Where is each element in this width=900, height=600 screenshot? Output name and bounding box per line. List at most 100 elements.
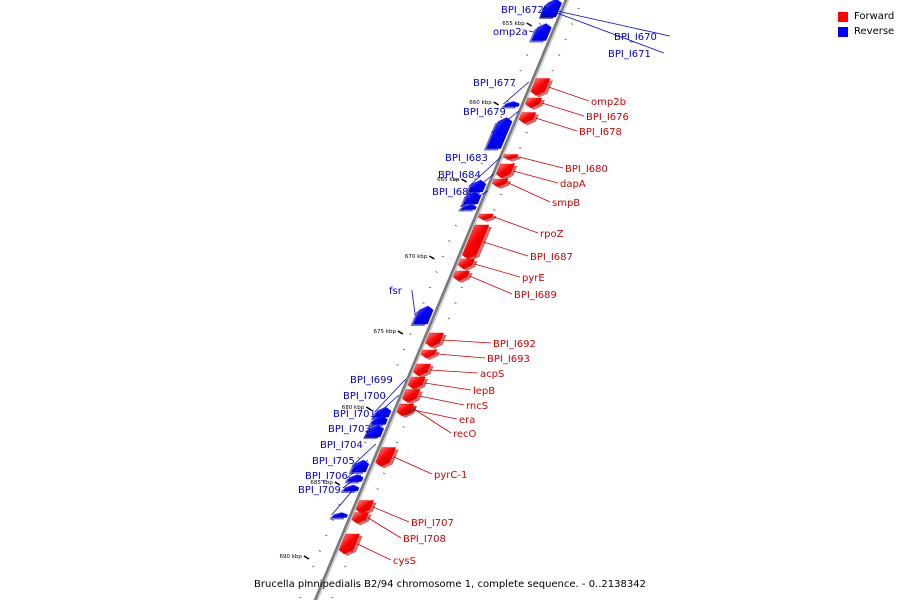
legend-reverse-label: Reverse bbox=[854, 26, 895, 37]
gene-label-bpi-i708: BPI_I708 bbox=[403, 534, 446, 545]
tick-mark bbox=[422, 302, 425, 304]
gene-bpi-i680[interactable] bbox=[502, 154, 519, 160]
tick-mark bbox=[570, 23, 574, 25]
scale-label: 675 kbp bbox=[374, 329, 397, 335]
tick-mark bbox=[305, 581, 309, 583]
gene-bpi-i703[interactable] bbox=[366, 429, 383, 437]
tick-mark bbox=[500, 116, 503, 118]
gene-cyss[interactable] bbox=[338, 533, 361, 555]
gene-bpi-i687[interactable] bbox=[462, 224, 490, 260]
gene-dapa[interactable] bbox=[495, 163, 515, 179]
gene-label-cyss: cysS bbox=[393, 556, 416, 567]
scale-label: 670 kbp bbox=[405, 254, 428, 260]
gene-bpi-i677[interactable] bbox=[504, 101, 520, 107]
gene-leader-line bbox=[503, 81, 530, 105]
tick-mark bbox=[512, 85, 516, 87]
gene-bpi-i693[interactable] bbox=[420, 349, 437, 359]
tick-mark bbox=[538, 23, 542, 25]
tick-mark bbox=[299, 596, 302, 599]
gene-leader-line bbox=[519, 156, 564, 169]
tick-mark bbox=[557, 54, 561, 56]
gene-label-bpi-i709: BPI_I709 bbox=[298, 485, 341, 496]
gene-leader-line bbox=[351, 443, 377, 467]
map-caption: Brucella pinnipedialis B2/94 chromosome … bbox=[254, 579, 646, 590]
gene-bpi-i706[interactable] bbox=[343, 484, 360, 492]
major-tick bbox=[397, 330, 404, 335]
gene-leader-line bbox=[548, 86, 590, 102]
tick-mark bbox=[383, 395, 386, 397]
gene-bpi-i679[interactable] bbox=[486, 117, 513, 149]
backbone-line bbox=[313, 0, 568, 600]
gene-label-bpi-i692: BPI_I692 bbox=[493, 339, 536, 350]
gene-leader-line bbox=[436, 353, 486, 359]
gene-bpi-i699[interactable] bbox=[374, 406, 392, 418]
tick-mark bbox=[525, 131, 528, 134]
gene-bpi-i671[interactable] bbox=[542, 0, 562, 16]
gene-label-fsr: fsr bbox=[389, 286, 403, 297]
gene-leader-line bbox=[474, 263, 521, 278]
tick-mark bbox=[551, 69, 554, 72]
gene-lepb[interactable] bbox=[407, 376, 426, 390]
gene-label-bpi-i693: BPI_I693 bbox=[487, 354, 530, 365]
gene-fsr[interactable] bbox=[413, 305, 434, 325]
tick-mark bbox=[318, 550, 321, 552]
gene-bpi-i708[interactable] bbox=[351, 512, 370, 524]
gene-omp2a[interactable] bbox=[531, 23, 552, 41]
tick-mark bbox=[331, 596, 334, 599]
gene-leader-line bbox=[372, 506, 410, 523]
gene-bpi-i685[interactable] bbox=[460, 204, 477, 210]
gene-bpi-i704[interactable] bbox=[351, 459, 370, 473]
gene-leader-line bbox=[528, 30, 534, 33]
gene-leader-line bbox=[442, 339, 492, 344]
gene-leader-line bbox=[469, 275, 513, 295]
gene-smpb[interactable] bbox=[491, 178, 509, 188]
gene-rncs[interactable] bbox=[402, 389, 421, 403]
tick-mark bbox=[519, 69, 522, 72]
gene-label-smpb: smpB bbox=[552, 198, 580, 209]
tick-mark bbox=[428, 286, 432, 289]
gene-acps[interactable] bbox=[413, 363, 431, 377]
gene-omp2b[interactable] bbox=[530, 78, 551, 96]
gene-label-bpi-i670: BPI_I670 bbox=[614, 32, 657, 43]
gene-bpi-i707[interactable] bbox=[355, 500, 375, 514]
gene-leader-line bbox=[508, 182, 551, 203]
tick-mark bbox=[325, 534, 328, 537]
gene-label-reco: recO bbox=[453, 429, 477, 440]
tick-mark bbox=[441, 255, 445, 258]
tick-mark bbox=[402, 348, 406, 351]
gene-leader-line bbox=[424, 382, 472, 391]
gene-label-dapa: dapA bbox=[560, 179, 586, 190]
tick-mark bbox=[454, 224, 458, 227]
major-tick bbox=[334, 481, 341, 486]
legend-reverse: Reverse bbox=[838, 24, 894, 39]
gene-label-bpi-i703: BPI_I703 bbox=[328, 424, 371, 435]
gene-bpi-i689[interactable] bbox=[452, 270, 470, 282]
gene-pyre[interactable] bbox=[457, 258, 475, 270]
gene-bpi-i676[interactable] bbox=[525, 97, 543, 109]
gene-label-bpi-i701: BPI_I701 bbox=[333, 409, 376, 420]
gene-bpi-i709[interactable] bbox=[332, 512, 348, 518]
gene-leader-line bbox=[513, 170, 559, 184]
gene-bpi-i678[interactable] bbox=[518, 112, 537, 124]
legend-forward-label: Forward bbox=[854, 11, 895, 22]
gene-label-pyrc-1: pyrC-1 bbox=[434, 470, 467, 481]
tick-mark bbox=[447, 317, 451, 320]
tick-mark bbox=[519, 147, 522, 149]
gene-reco[interactable] bbox=[397, 404, 415, 414]
scale-label: 655 kbp bbox=[502, 21, 525, 27]
tick-mark bbox=[383, 472, 386, 475]
gene-leader-line bbox=[374, 378, 407, 413]
reverse-swatch bbox=[838, 26, 848, 37]
gene-bpi-i700[interactable] bbox=[371, 415, 388, 425]
gene-bpi-i705[interactable] bbox=[347, 474, 364, 482]
gene-rpoz[interactable] bbox=[477, 213, 494, 221]
forward-swatch bbox=[838, 11, 848, 22]
gene-pyrc-1[interactable] bbox=[375, 447, 397, 467]
gene-leader-line bbox=[331, 488, 355, 516]
gene-leader-line bbox=[535, 117, 578, 132]
tick-mark bbox=[402, 426, 405, 428]
gene-bpi-i684[interactable] bbox=[463, 191, 482, 205]
scale-label: 660 kbp bbox=[469, 100, 492, 106]
gene-bpi-i692[interactable] bbox=[425, 332, 445, 348]
